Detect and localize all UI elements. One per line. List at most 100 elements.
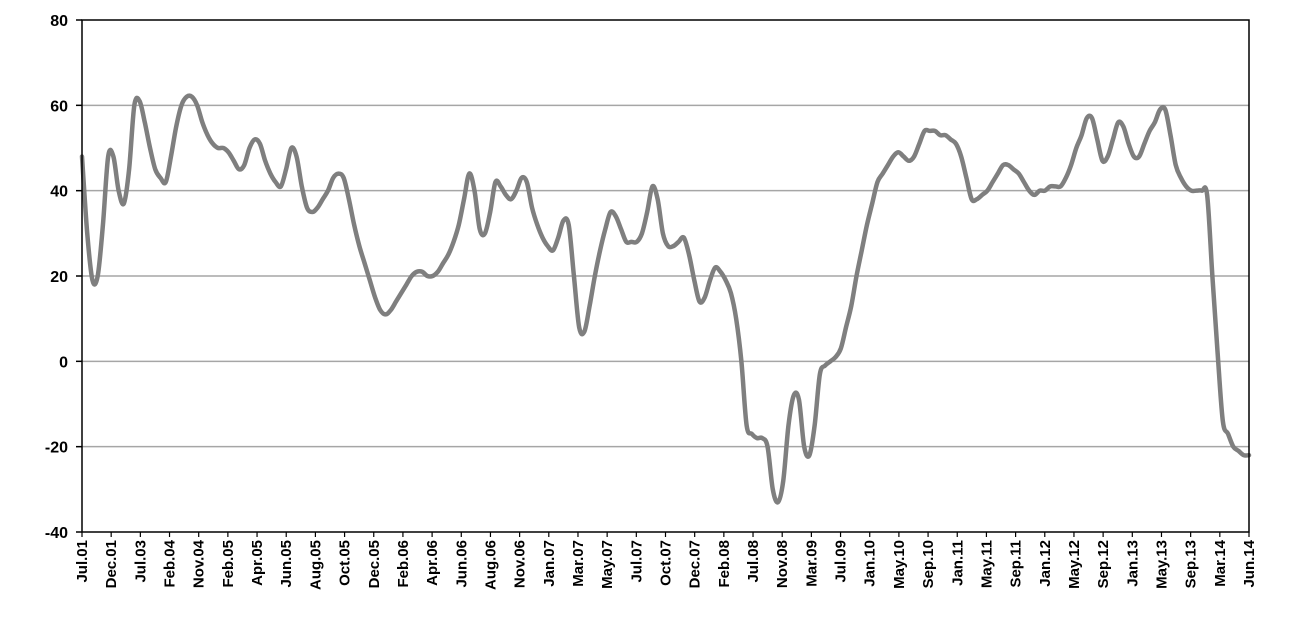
data-point-169: [964, 176, 969, 180]
data-point-124: [729, 291, 733, 295]
data-point-147: [849, 304, 853, 308]
data-point-80: [499, 184, 503, 188]
data-point-99: [598, 248, 602, 252]
x-tick-label: Jan.11: [949, 540, 966, 586]
data-point-3: [96, 274, 100, 278]
data-point-119: [703, 295, 707, 299]
data-point-86: [530, 206, 534, 210]
data-point-24: [206, 133, 210, 137]
data-point-13: [148, 146, 152, 150]
data-point-218: [1221, 419, 1225, 423]
data-point-82: [509, 197, 513, 201]
data-point-40: [289, 146, 293, 150]
data-point-18: [174, 125, 178, 129]
data-point-12: [143, 120, 147, 124]
data-point-144: [833, 355, 838, 359]
series-points: [80, 95, 1251, 504]
data-point-148: [854, 274, 859, 278]
x-tick-label: Jun.14: [1241, 539, 1258, 587]
data-point-71: [451, 240, 456, 244]
data-point-173: [985, 189, 989, 193]
data-point-66: [425, 274, 429, 278]
data-point-108: [645, 210, 649, 214]
data-point-128: [750, 432, 754, 436]
data-point-87: [535, 223, 539, 227]
data-point-52: [352, 223, 356, 227]
data-point-109: [650, 184, 655, 188]
data-point-194: [1095, 137, 1099, 142]
data-point-142: [823, 364, 827, 368]
data-point-81: [504, 193, 508, 197]
data-point-164: [938, 133, 942, 137]
data-point-39: [284, 167, 288, 171]
x-axis-tick-labels: Jul.01 Dec.01 Jul.03 Feb.04 Nov.04 Feb.05 Apr.…: [74, 532, 1258, 590]
data-point-145: [839, 346, 843, 351]
data-point-65: [420, 270, 424, 274]
x-tick-label: Jul.01: [74, 540, 91, 583]
data-point-208: [1168, 133, 1173, 137]
data-point-93: [567, 223, 571, 227]
data-point-102: [614, 214, 618, 218]
data-point-112: [666, 244, 670, 248]
x-tick-label: Mar.09: [803, 540, 820, 587]
data-point-14: [153, 167, 157, 171]
x-tick-label: Sep.10: [920, 540, 937, 588]
series-line: [79, 93, 1252, 505]
x-tick-label: Aug.06: [482, 540, 499, 590]
data-point-51: [347, 197, 351, 201]
data-point-196: [1106, 154, 1110, 159]
data-point-43: [305, 206, 309, 210]
data-point-49: [336, 172, 341, 176]
data-point-166: [949, 137, 953, 142]
x-tick-label: Jan.12: [1037, 540, 1054, 587]
x-tick-label: Mar.07: [570, 540, 587, 587]
data-point-117: [692, 278, 696, 282]
data-point-47: [326, 189, 330, 193]
data-point-172: [980, 193, 984, 197]
x-tick-label: Dec.07: [687, 540, 704, 588]
data-point-181: [1027, 189, 1031, 193]
data-point-183: [1038, 189, 1042, 193]
y-tick-label: 80: [50, 13, 68, 30]
data-point-178: [1011, 167, 1016, 171]
data-point-111: [661, 231, 665, 235]
x-tick-label: Jun.05: [278, 540, 295, 588]
x-tick-label: Feb.08: [716, 540, 733, 588]
data-point-205: [1153, 120, 1157, 124]
data-point-70: [446, 253, 450, 257]
x-tick-label: Jul.07: [628, 540, 645, 583]
data-point-160: [917, 142, 921, 146]
data-point-58: [383, 312, 388, 316]
data-point-150: [865, 223, 869, 227]
data-point-113: [671, 244, 675, 248]
data-point-26: [216, 146, 220, 150]
data-point-64: [415, 270, 419, 274]
data-point-125: [734, 317, 738, 321]
data-point-92: [561, 218, 566, 223]
data-point-158: [907, 159, 911, 163]
y-tick-label: 20: [50, 269, 68, 286]
data-point-54: [362, 261, 367, 265]
data-point-136: [792, 393, 796, 398]
data-point-215: [1205, 193, 1209, 197]
data-point-9: [127, 167, 131, 171]
y-tick-label: 40: [50, 184, 68, 201]
y-tick-label: 60: [50, 98, 68, 115]
y-tick-label: 0: [59, 354, 68, 371]
y-tick-label: -40: [45, 525, 68, 542]
gridlines: [82, 104, 1249, 448]
data-point-83: [514, 189, 518, 193]
data-point-192: [1085, 116, 1089, 120]
data-point-67: [431, 274, 435, 278]
data-point-221: [1236, 449, 1241, 453]
x-tick-label: Jul.09: [833, 540, 850, 583]
data-point-36: [268, 172, 272, 176]
data-point-97: [588, 304, 592, 308]
x-tick-label: Jan.13: [1124, 540, 1141, 587]
data-point-188: [1064, 176, 1068, 180]
x-tick-label: Jan.07: [541, 540, 558, 587]
x-tick-label: Feb.06: [395, 540, 412, 588]
data-point-31: [242, 163, 246, 167]
data-point-21: [190, 95, 194, 99]
data-point-19: [179, 103, 184, 107]
